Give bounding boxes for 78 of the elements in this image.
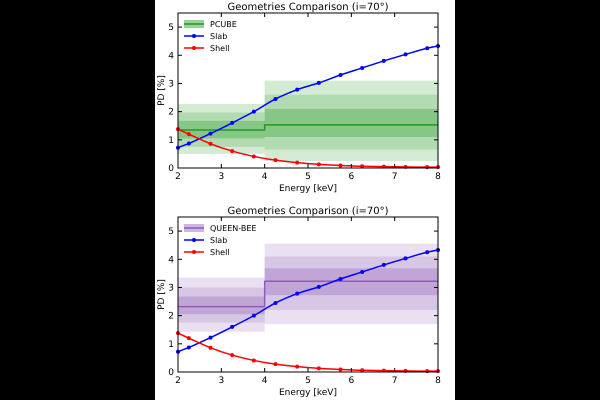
point (274, 96, 278, 101)
point (316, 366, 321, 370)
point (404, 256, 408, 260)
point (425, 250, 430, 254)
legend-label: Shell (210, 248, 230, 257)
y-tick-label: 5 (168, 23, 174, 34)
y-tick-label: 2 (168, 108, 174, 118)
legend-label: Shell (210, 44, 230, 53)
x-tick-label: 2 (175, 376, 181, 386)
point (338, 277, 342, 281)
point (382, 58, 386, 63)
legend-label: Slab (210, 32, 228, 41)
y-tick-label: 5 (168, 227, 174, 238)
y-tick-label: 1 (168, 340, 174, 350)
point (252, 314, 256, 318)
point (230, 324, 234, 329)
point (316, 80, 321, 85)
point (274, 362, 278, 366)
point (230, 120, 234, 125)
point (252, 154, 256, 158)
legend-label: Slab (210, 236, 228, 245)
chart-title: Geometries Comparison (i=70°) (227, 206, 389, 217)
point (208, 132, 212, 136)
point (230, 149, 234, 154)
y-tick-label: 0 (168, 164, 174, 174)
point (338, 73, 342, 77)
point (252, 358, 256, 362)
y-tick-label: 1 (168, 136, 174, 146)
point (425, 46, 430, 50)
y-axis-title: PD [%] (157, 279, 167, 310)
point (295, 364, 300, 369)
point (295, 292, 300, 296)
legend-label: PCUBE (210, 20, 237, 29)
point (382, 262, 386, 267)
x-tick-label: 7 (392, 376, 398, 386)
x-tick-label: 6 (348, 376, 354, 386)
x-tick-label: 5 (305, 172, 311, 182)
point (360, 66, 364, 70)
point (208, 346, 212, 350)
x-tick-label: 8 (435, 172, 442, 182)
y-tick-label: 3 (168, 283, 174, 294)
x-tick-label: 4 (262, 376, 268, 386)
point (338, 163, 342, 168)
y-tick-label: 4 (168, 255, 174, 266)
point (274, 300, 278, 305)
point (186, 336, 191, 340)
point (252, 110, 256, 114)
point (404, 52, 408, 56)
point (360, 270, 364, 274)
point (316, 162, 321, 166)
point (186, 141, 191, 146)
x-tick-label: 7 (392, 172, 398, 182)
x-axis-title: Energy [keV] (279, 388, 337, 398)
x-tick-label: 3 (218, 376, 224, 386)
x-tick-label: 3 (218, 172, 224, 182)
point (186, 132, 191, 136)
x-tick-label: 8 (435, 376, 442, 386)
point (316, 284, 321, 289)
y-tick-label: 2 (168, 312, 174, 322)
point (208, 336, 212, 340)
x-tick-label: 6 (348, 172, 354, 182)
x-axis-title: Energy [keV] (279, 184, 337, 194)
x-tick-label: 4 (262, 172, 268, 182)
point (186, 345, 191, 350)
legend-label: QUEEN-BEE (210, 224, 256, 233)
y-tick-label: 3 (168, 79, 174, 90)
x-tick-label: 5 (305, 376, 311, 386)
point (274, 158, 278, 162)
chart-title: Geometries Comparison (i=70°) (227, 2, 389, 13)
point (230, 353, 234, 358)
point (295, 160, 300, 165)
y-tick-label: 0 (168, 368, 174, 378)
y-axis-title: PD [%] (157, 75, 167, 106)
y-tick-label: 4 (168, 51, 174, 62)
point (295, 88, 300, 92)
x-tick-label: 2 (175, 172, 181, 182)
point (338, 367, 342, 372)
point (208, 142, 212, 146)
